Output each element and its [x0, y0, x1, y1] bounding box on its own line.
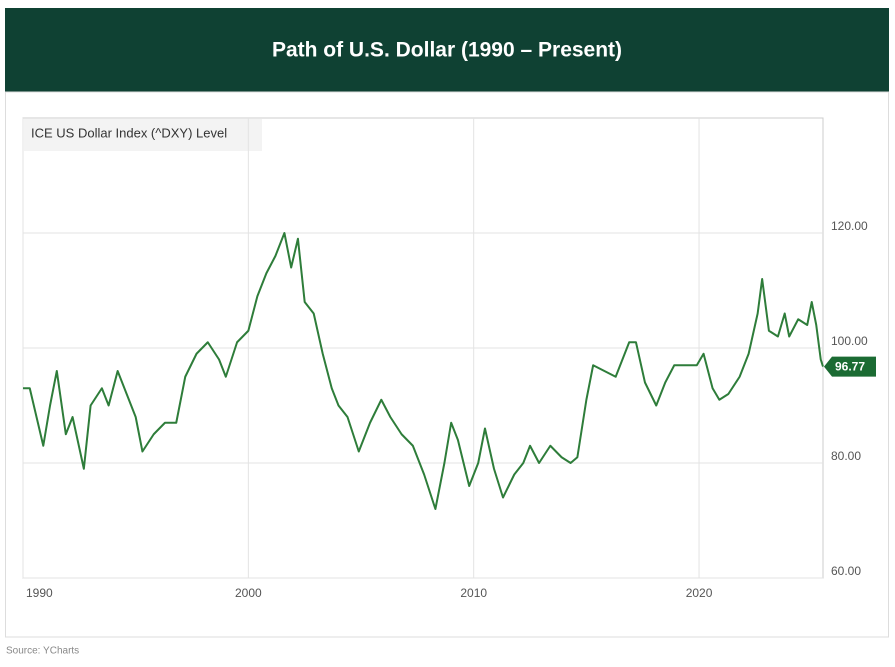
- x-tick-label: 2020: [686, 586, 713, 600]
- x-tick-label: 1990: [26, 586, 53, 600]
- line: [23, 232, 824, 510]
- y-tick-label: 80.00: [831, 449, 861, 463]
- source: Source: YCharts: [6, 646, 79, 657]
- x-tick-label: 2010: [460, 586, 487, 600]
- header: [5, 8, 889, 92]
- y-tick-label: 60.00: [831, 564, 861, 578]
- panel: [5, 91, 889, 638]
- x-tick-label: 2000: [235, 586, 262, 600]
- last-value-label: 96.77: [835, 360, 865, 374]
- last-value-badge: [824, 356, 876, 377]
- chart-title: Path of U.S. Dollar (1990 – Present): [272, 39, 622, 62]
- legend-label: ICE US Dollar Index (^DXY) Level: [31, 125, 227, 140]
- legend-box: [24, 119, 262, 151]
- y-tick-label: 100.00: [831, 334, 868, 348]
- y-tick-label: 120.00: [831, 219, 868, 233]
